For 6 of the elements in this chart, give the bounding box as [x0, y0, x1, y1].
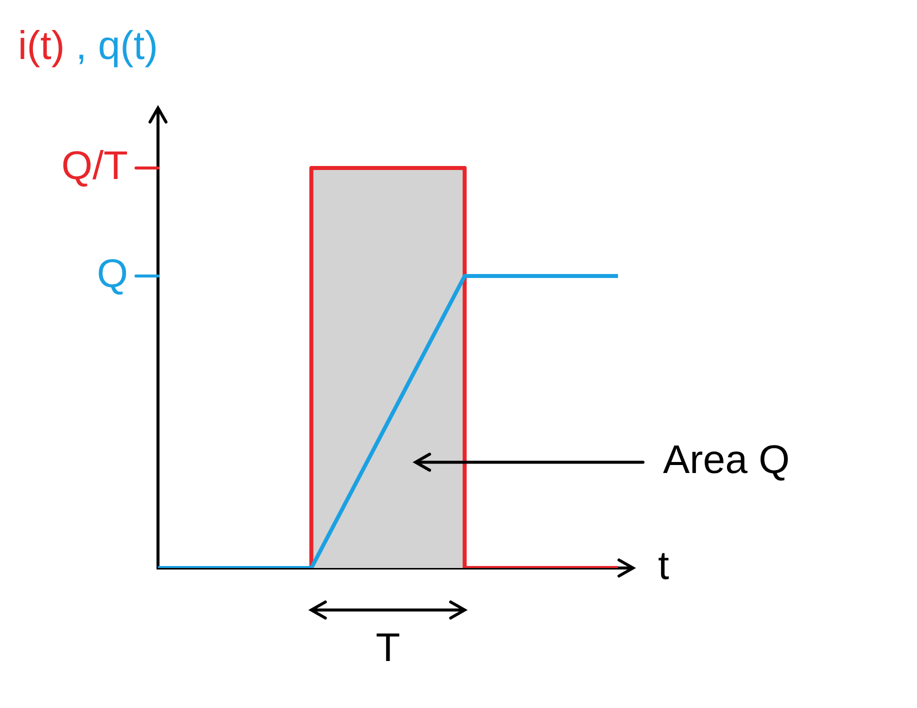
text: Area Q — [663, 438, 790, 482]
text: Q — [96, 252, 128, 296]
text: Q/T — [61, 144, 128, 188]
x-axis-title: t — [658, 544, 670, 588]
text: T — [376, 626, 400, 670]
y-axis-title: i(t) , q(t) — [18, 24, 158, 68]
